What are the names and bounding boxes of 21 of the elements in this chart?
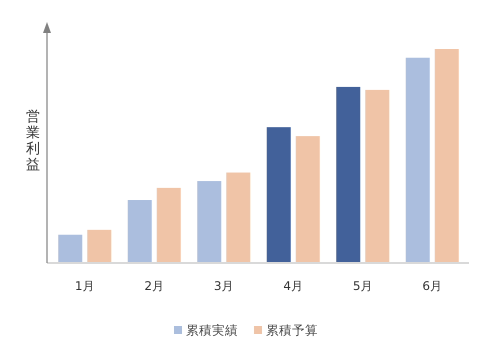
x-tick-label: 6月 <box>422 279 442 293</box>
bar <box>434 49 459 262</box>
bar <box>365 90 390 262</box>
y-axis-title: 営業利益 <box>26 109 40 173</box>
legend-label: 累積予算 <box>266 322 318 338</box>
x-tick-label: 3月 <box>214 279 234 293</box>
x-tick-label: 4月 <box>283 279 304 293</box>
bar <box>266 127 291 262</box>
bar <box>406 58 430 262</box>
bar <box>128 200 152 262</box>
bar <box>87 230 112 262</box>
bar <box>156 188 181 262</box>
bar <box>336 86 360 262</box>
bar <box>58 234 82 262</box>
x-tick-label: 1月 <box>74 279 95 293</box>
bar <box>296 136 320 262</box>
x-tick-label: 5月 <box>352 279 373 293</box>
bar <box>226 172 250 262</box>
bar <box>197 181 222 262</box>
x-tick-label: 2月 <box>144 279 164 293</box>
legend-label: 累積実績 <box>186 322 238 338</box>
